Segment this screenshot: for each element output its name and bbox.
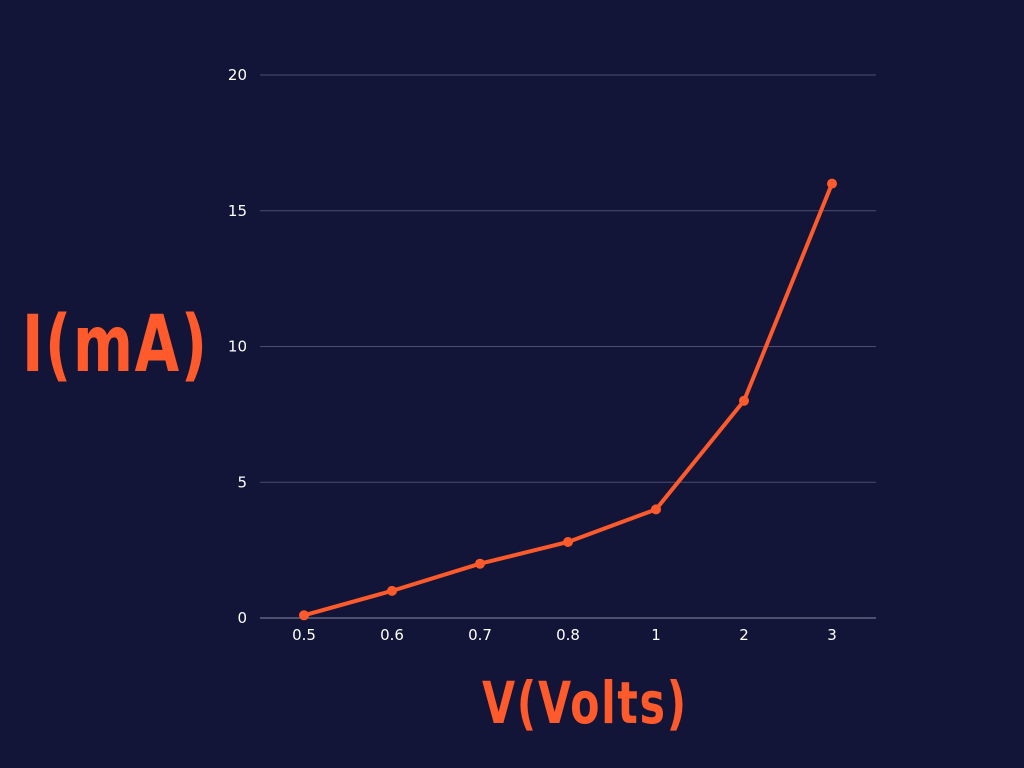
y-axis-title: I(mA)	[22, 300, 209, 390]
x-axis-title: V(Volts)	[482, 669, 688, 737]
y-tick-label: 10	[228, 338, 247, 356]
x-tick-label: 0.6	[380, 626, 404, 644]
y-tick-labels: 0 5 10 15 20	[228, 66, 247, 627]
x-tick-label: 1	[651, 626, 661, 644]
x-tick-label: 0.5	[292, 626, 316, 644]
series-group	[299, 178, 837, 621]
gridlines	[260, 74, 876, 619]
data-point	[299, 610, 309, 621]
y-tick-label: 15	[228, 202, 247, 220]
data-point	[387, 585, 397, 596]
series-line	[302, 181, 834, 618]
x-tick-label: 0.8	[556, 626, 580, 644]
data-point	[563, 536, 573, 547]
x-tick-label: 2	[739, 626, 749, 644]
data-point	[739, 395, 749, 406]
data-point	[651, 504, 661, 515]
data-point	[475, 558, 485, 569]
data-point	[827, 178, 837, 189]
y-tick-label: 5	[237, 473, 247, 491]
x-tick-label: 0.7	[468, 626, 492, 644]
y-tick-label: 0	[237, 609, 247, 627]
x-tick-label: 3	[827, 626, 837, 644]
y-tick-label: 20	[228, 66, 247, 84]
x-tick-labels: 0.5 0.6 0.7 0.8 1 2 3	[292, 626, 837, 644]
